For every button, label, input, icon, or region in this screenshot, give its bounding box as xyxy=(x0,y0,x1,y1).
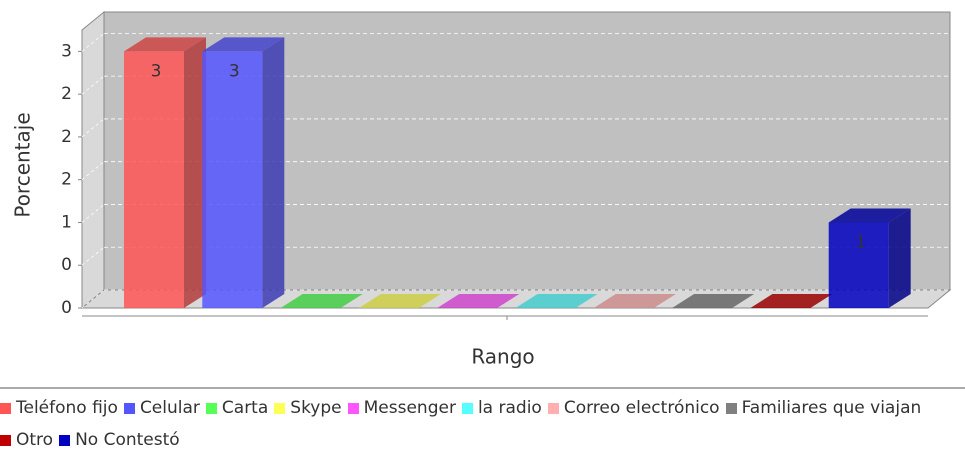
bar-top xyxy=(750,294,833,308)
legend: Teléfono fijo Celular Carta Skype Messenger l… xyxy=(0,392,965,450)
legend-swatch xyxy=(0,402,11,414)
bar-top xyxy=(828,208,911,223)
y-tick-label: 0 xyxy=(61,255,72,275)
legend-item: No Contestó xyxy=(59,430,180,450)
bar-top xyxy=(515,294,598,308)
legend-swatch xyxy=(725,402,737,414)
grid-line-side xyxy=(81,161,105,181)
legend-item: la radio xyxy=(461,398,542,418)
y-axis-label: Porcentaje xyxy=(11,112,35,217)
y-tick-label: 0 xyxy=(61,298,72,318)
legend-label: Skype xyxy=(290,398,342,418)
bar-side xyxy=(262,37,285,309)
legend-swatch xyxy=(547,402,559,414)
back-wall xyxy=(81,10,105,310)
bar xyxy=(202,51,263,309)
legend-label: Familiares que viajan xyxy=(741,398,922,418)
value-label: 3 xyxy=(151,61,162,81)
legend-item: Teléfono fijo xyxy=(0,398,118,418)
bar xyxy=(124,51,184,309)
legend-label: la radio xyxy=(477,398,542,418)
bar-top xyxy=(124,37,206,52)
bar-top xyxy=(672,294,755,308)
bar-top xyxy=(593,294,676,308)
legend-label: Messenger xyxy=(363,398,456,418)
legend-swatch xyxy=(205,402,217,414)
value-label: 1 xyxy=(855,232,866,252)
bar-top xyxy=(280,294,363,308)
legend-swatch xyxy=(274,402,286,414)
y-tick-label: 3 xyxy=(61,41,72,61)
y-tick-label: 1 xyxy=(61,212,72,232)
value-label: 3 xyxy=(229,61,240,81)
chart: Porcentaje Rango 0 0 1 2 2 2 3 3 3 1 xyxy=(0,10,965,389)
legend-item: Otro xyxy=(0,430,53,450)
x-axis-label: Rango xyxy=(471,345,534,369)
bar-top xyxy=(358,294,441,308)
bar xyxy=(828,222,889,308)
legend-swatch xyxy=(0,434,11,446)
bar-top xyxy=(202,37,285,52)
legend-item: Skype xyxy=(274,398,342,418)
legend-item: Messenger xyxy=(347,398,456,418)
y-tick-label: 2 xyxy=(61,127,72,147)
grid-line-side xyxy=(81,118,105,138)
grid-line-side xyxy=(81,246,105,266)
grid-line-side xyxy=(81,204,105,223)
bar-side xyxy=(888,208,911,308)
grid-line-side xyxy=(81,289,105,309)
y-tick-label: 2 xyxy=(61,84,72,104)
bar-top xyxy=(437,294,520,308)
legend-swatch xyxy=(59,434,71,446)
legend-label: Otro xyxy=(16,430,54,450)
legend-item: Celular xyxy=(123,398,200,418)
legend-swatch xyxy=(461,402,473,414)
bar-side xyxy=(184,37,206,309)
legend-swatch xyxy=(347,402,359,414)
legend-label: Teléfono fijo xyxy=(16,398,118,418)
legend-swatch xyxy=(123,402,135,414)
legend-item: Carta xyxy=(205,398,269,418)
legend-item: Familiares que viajan xyxy=(725,398,922,418)
grid-line-side xyxy=(81,75,105,95)
legend-label: No Contestó xyxy=(75,430,180,450)
legend-label: Carta xyxy=(221,398,269,418)
grid-line-side xyxy=(81,33,105,52)
y-tick-label: 2 xyxy=(61,170,72,190)
legend-label: Celular xyxy=(139,398,200,418)
legend-label: Correo electrónico xyxy=(563,398,720,418)
legend-item: Correo electrónico xyxy=(547,398,720,418)
